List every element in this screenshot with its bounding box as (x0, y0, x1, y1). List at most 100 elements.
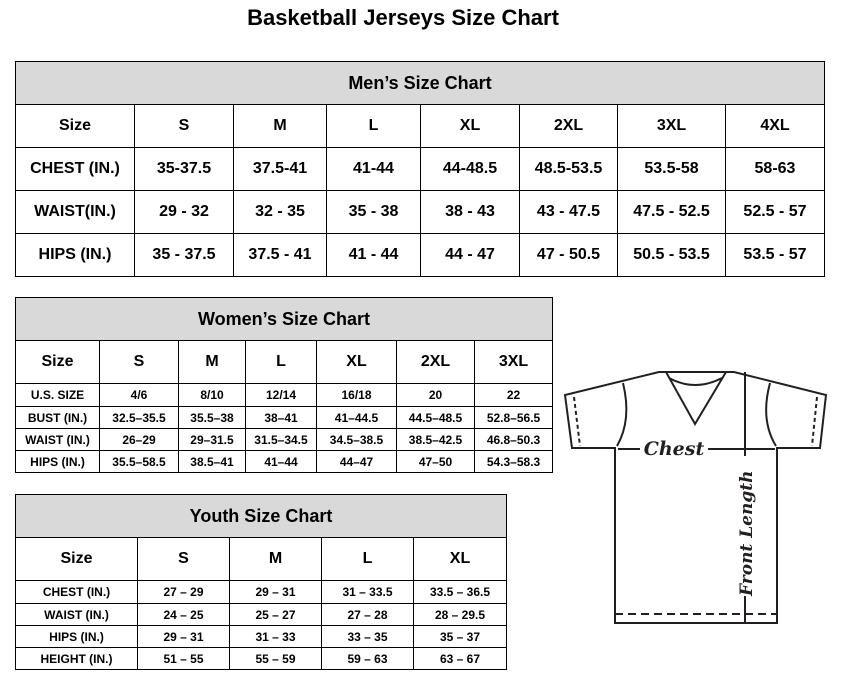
chart-heading: Men’s Size Chart (15, 61, 825, 105)
table-cell: 29 - 32 (134, 190, 234, 234)
table-cell: 31.5–34.5 (245, 428, 317, 451)
table-row: HIPS (IN.) 35 - 37.5 37.5 - 41 41 - 44 44 - … (15, 233, 825, 277)
table-cell: 8/10 (178, 383, 246, 407)
table-row: CHEST (IN.) 27 – 29 29 – 31 31 – 33.5 33.5 –… (15, 580, 508, 604)
size-column-header: XL (316, 340, 397, 384)
table-row: HIPS (IN.) 35.5–58.5 38.5–41 41–44 44–47 47–5… (15, 450, 554, 473)
table-cell: 29–31.5 (178, 428, 246, 451)
table-cell: 58-63 (725, 147, 825, 191)
table-cell: 55 – 59 (229, 647, 322, 670)
table-cell: 38.5–41 (178, 450, 246, 473)
table-cell: 33 – 35 (321, 625, 414, 648)
chart-heading: Youth Size Chart (14, 494, 508, 538)
table-cell: 35 – 37 (412, 625, 508, 648)
row-label: WAIST (IN.) (15, 428, 100, 451)
table-cell: 44 - 47 (420, 233, 520, 277)
table-cell: 37.5-41 (233, 147, 327, 191)
table-cell: 29 – 31 (229, 580, 322, 604)
table-cell: 44–47 (316, 450, 397, 473)
size-column-header: L (321, 537, 414, 581)
table-cell: 47 - 50.5 (519, 233, 618, 277)
row-label: Size (15, 537, 138, 581)
size-column-header: M (229, 537, 322, 581)
row-label: Size (15, 104, 135, 148)
size-column-header: 3XL (473, 340, 554, 384)
youth-size-chart: Youth Size Chart Size S M L XL CHEST (IN.) 27 –… (14, 494, 508, 670)
table-row: U.S. SIZE 4/6 8/10 12/14 16/18 20 22 (15, 383, 554, 407)
table-cell: 35.5–38 (178, 406, 246, 429)
table-cell: 32 - 35 (233, 190, 327, 234)
size-column-header: M (178, 340, 246, 384)
size-column-header: L (326, 104, 421, 148)
table-cell: 16/18 (316, 383, 397, 407)
table-cell: 46.8–50.3 (473, 428, 554, 451)
row-label: BUST (IN.) (15, 406, 100, 429)
shirt-outline (563, 371, 828, 624)
table-cell: 37.5 - 41 (233, 233, 327, 277)
jersey-diagram: Chest Front Length (563, 371, 828, 624)
row-label: Size (15, 340, 100, 384)
size-column-header: S (134, 104, 234, 148)
table-cell: 52.8–56.5 (473, 406, 554, 429)
table-cell: 35.5–58.5 (99, 450, 179, 473)
table-cell: 53.5 - 57 (725, 233, 825, 277)
table-cell: 44-48.5 (420, 147, 520, 191)
size-column-header: S (137, 537, 230, 581)
table-row: WAIST(IN.) 29 - 32 32 - 35 35 - 38 38 - 43 43… (15, 190, 825, 234)
table-cell: 26–29 (99, 428, 179, 451)
table-row: HEIGHT (IN.) 51 – 55 55 – 59 59 – 63 63 – 67 (15, 647, 508, 670)
table-cell: 34.5–38.5 (316, 428, 397, 451)
table-row: CHEST (IN.) 35-37.5 37.5-41 41-44 44-48.5 48.… (15, 147, 825, 191)
womens-size-chart: Women’s Size Chart Size S M L XL 2XL 3XL U.S. SI… (14, 297, 554, 473)
row-label: CHEST (IN.) (15, 580, 138, 604)
size-column-header: L (245, 340, 317, 384)
page-title: Basketball Jerseys Size Chart (247, 5, 559, 30)
row-label: CHEST (IN.) (15, 147, 135, 191)
table-cell: 20 (396, 383, 475, 407)
table-cell: 38 - 43 (420, 190, 520, 234)
row-label: WAIST(IN.) (15, 190, 135, 234)
size-column-header: XL (420, 104, 520, 148)
size-header-row: Size S M L XL 2XL 3XL (15, 340, 554, 384)
table-cell: 52.5 - 57 (725, 190, 825, 234)
size-header-row: Size S M L XL (15, 537, 508, 581)
row-label: U.S. SIZE (15, 383, 100, 407)
table-cell: 35-37.5 (134, 147, 234, 191)
table-cell: 31 – 33.5 (321, 580, 414, 604)
table-cell: 24 – 25 (137, 603, 230, 626)
table-cell: 50.5 - 53.5 (617, 233, 726, 277)
table-row: WAIST (IN.) 24 – 25 25 – 27 27 – 28 28 – 29.… (15, 603, 508, 626)
front-length-label: Front Length (737, 471, 757, 597)
size-column-header: 2XL (396, 340, 475, 384)
table-cell: 25 – 27 (229, 603, 322, 626)
table-cell: 27 – 28 (321, 603, 414, 626)
table-cell: 54.3–58.3 (473, 450, 554, 473)
table-row: HIPS (IN.) 29 – 31 31 – 33 33 – 35 35 – 37 (15, 625, 508, 648)
table-cell: 41-44 (326, 147, 421, 191)
table-cell: 28 – 29.5 (412, 603, 508, 626)
table-cell: 33.5 – 36.5 (412, 580, 508, 604)
table-cell: 35 - 38 (326, 190, 421, 234)
size-column-header: 4XL (725, 104, 825, 148)
table-cell: 41–44.5 (316, 406, 397, 429)
row-label: HEIGHT (IN.) (15, 647, 138, 670)
row-label: HIPS (IN.) (15, 625, 138, 648)
table-cell: 29 – 31 (137, 625, 230, 648)
size-column-header: S (99, 340, 179, 384)
table-cell: 12/14 (245, 383, 317, 407)
table-cell: 27 – 29 (137, 580, 230, 604)
table-cell: 38.5–42.5 (396, 428, 475, 451)
table-cell: 44.5–48.5 (396, 406, 475, 429)
table-cell: 31 – 33 (229, 625, 322, 648)
size-column-header: 2XL (519, 104, 618, 148)
table-cell: 47–50 (396, 450, 475, 473)
table-cell: 4/6 (99, 383, 179, 407)
size-column-header: M (233, 104, 327, 148)
table-cell: 38–41 (245, 406, 317, 429)
table-cell: 22 (473, 383, 554, 407)
row-label: HIPS (IN.) (15, 233, 135, 277)
table-cell: 32.5–35.5 (99, 406, 179, 429)
chest-label: Chest (644, 438, 705, 460)
table-cell: 59 – 63 (321, 647, 414, 670)
size-header-row: Size S M L XL 2XL 3XL 4XL (15, 104, 825, 148)
